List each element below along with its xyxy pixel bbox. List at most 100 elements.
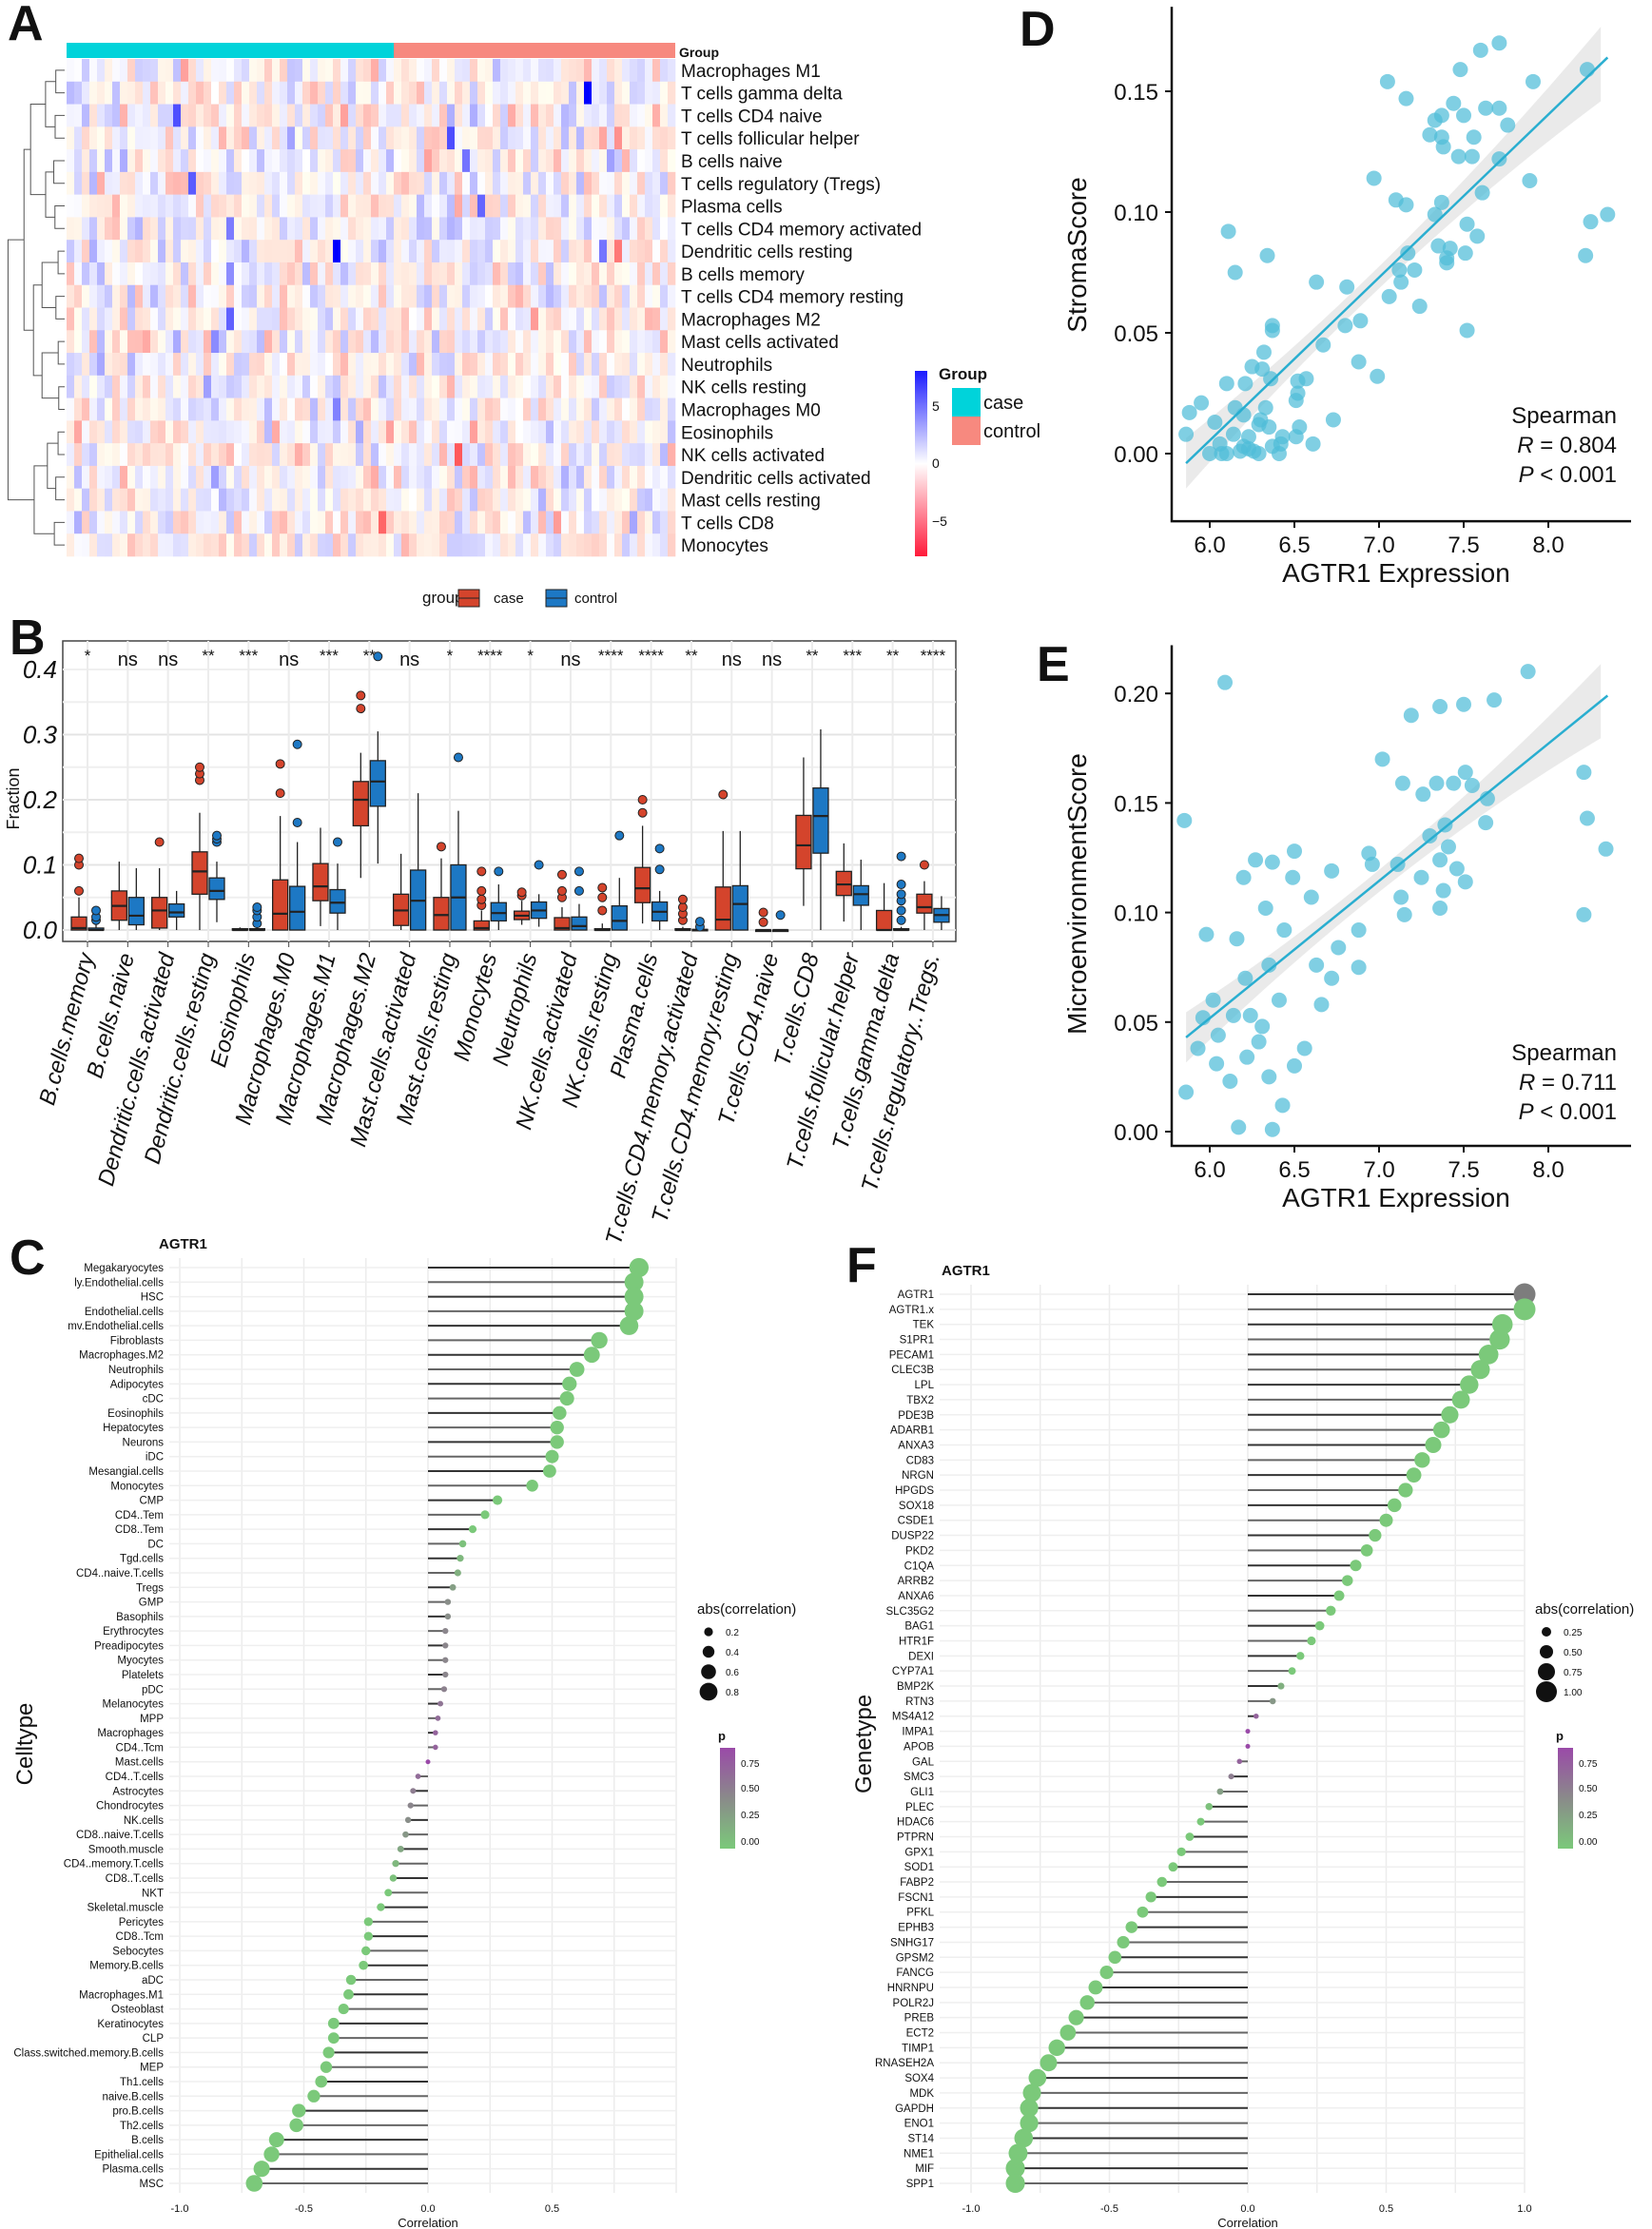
lollipop-dot (1205, 1803, 1214, 1811)
heatmap-cell (89, 353, 98, 377)
heatmap-cell (264, 375, 273, 398)
heatmap-cell (569, 465, 577, 489)
heatmap-cell (196, 488, 204, 512)
heatmap-cell (257, 240, 265, 263)
row-label: PLEC (905, 1802, 934, 1813)
heatmap-cell (493, 307, 501, 331)
lollipop-dot (1441, 1405, 1459, 1424)
heatmap-cell (401, 284, 410, 308)
heatmap-cell (287, 443, 296, 467)
heatmap-cell (249, 330, 258, 354)
heatmap-cell (447, 262, 456, 286)
x-tick-label: 0.5 (545, 2203, 559, 2215)
row-label: DUSP22 (891, 1531, 934, 1542)
heatmap-cell (614, 533, 623, 557)
heatmap-cell (607, 126, 615, 150)
heatmap-cell (668, 81, 676, 105)
heatmap-cell (645, 171, 653, 195)
heatmap-cell (318, 375, 326, 398)
heatmap-cell (219, 353, 227, 377)
heatmap-cell (599, 511, 608, 534)
heatmap-cell (592, 330, 600, 354)
heatmap-cell (470, 420, 478, 444)
heatmap-cell (242, 511, 250, 534)
heatmap-cell (409, 443, 418, 467)
outlier-point (573, 866, 584, 877)
heatmap-cell (652, 465, 661, 489)
heatmap-cell (576, 511, 585, 534)
heatmap-cell (333, 307, 341, 331)
heatmap-cell (554, 149, 562, 173)
heatmap-cell (105, 104, 113, 127)
outlier-point (453, 752, 463, 763)
heatmap-cell (379, 420, 387, 444)
heatmap-cell (607, 443, 615, 467)
heatmap-cell (630, 420, 638, 444)
heatmap-cell (637, 104, 646, 127)
row-label: GAPDH (895, 2103, 934, 2115)
heatmap-cell (554, 330, 562, 354)
heatmap-cell (242, 240, 250, 263)
heatmap-cell (280, 307, 288, 331)
heatmap-cell (652, 353, 661, 377)
scatter-point (1576, 906, 1592, 922)
heatmap-cell (500, 511, 509, 534)
heatmap-cell (439, 262, 448, 286)
heatmap-cell (645, 240, 653, 263)
lollipop-dot (404, 1816, 412, 1824)
heatmap-cell (165, 284, 174, 308)
scatter-point (1450, 148, 1467, 165)
heatmap-cell (614, 194, 623, 218)
row-label: IMPA1 (902, 1727, 934, 1738)
heatmap-cell (447, 59, 456, 83)
heatmap-cell (295, 420, 303, 444)
heatmap-cell (112, 511, 121, 534)
heatmap-cell (485, 353, 494, 377)
heatmap-cell (226, 465, 235, 489)
heatmap-cell (531, 375, 539, 398)
heatmap-cell (379, 149, 387, 173)
heatmap-cell (660, 59, 669, 83)
heatmap-cell (394, 171, 402, 195)
heatmap-cell (584, 194, 593, 218)
heatmap-cell (226, 104, 235, 127)
heatmap-cell (538, 488, 547, 512)
heatmap-cell (470, 126, 478, 150)
heatmap-cell (485, 284, 494, 308)
row-label: pro.B.cells (112, 2106, 164, 2118)
row-label: AGTR1.x (889, 1305, 935, 1316)
lollipop-dot (268, 2132, 284, 2148)
scatter-point (1469, 228, 1486, 244)
heatmap-cell (348, 353, 357, 377)
lollipop-dot (1333, 1590, 1345, 1601)
heatmap-cell (280, 353, 288, 377)
heatmap-cell (97, 284, 106, 308)
heatmap-cell (257, 511, 265, 534)
heatmap-cell (249, 511, 258, 534)
heatmap-cell (226, 149, 235, 173)
heatmap-cell (325, 353, 334, 377)
heatmap-cell (645, 307, 653, 331)
heatmap-cell (204, 353, 212, 377)
scatter-point (1218, 376, 1234, 392)
heatmap-cell (576, 171, 585, 195)
heatmap-cell (523, 488, 532, 512)
size-legend-label: 0.75 (1564, 1668, 1583, 1678)
heatmap-cell (310, 217, 319, 241)
heatmap-cell (310, 81, 319, 105)
heatmap-cell (477, 194, 486, 218)
lollipop-dot (1145, 1891, 1156, 1903)
heatmap-cell (660, 488, 669, 512)
heatmap-cell (554, 81, 562, 105)
heatmap-cell (226, 420, 235, 444)
scatter-point (1364, 856, 1380, 872)
heatmap-cell (531, 262, 539, 286)
heatmap-cell (340, 420, 349, 444)
heatmap-cell (249, 104, 258, 127)
y-axis-title: StromaScore (1062, 177, 1092, 332)
heatmap-cell (630, 217, 638, 241)
heatmap-cell (105, 262, 113, 286)
heatmap-cell (242, 149, 250, 173)
heatmap-cell (181, 149, 189, 173)
heatmap-cell (302, 81, 311, 105)
